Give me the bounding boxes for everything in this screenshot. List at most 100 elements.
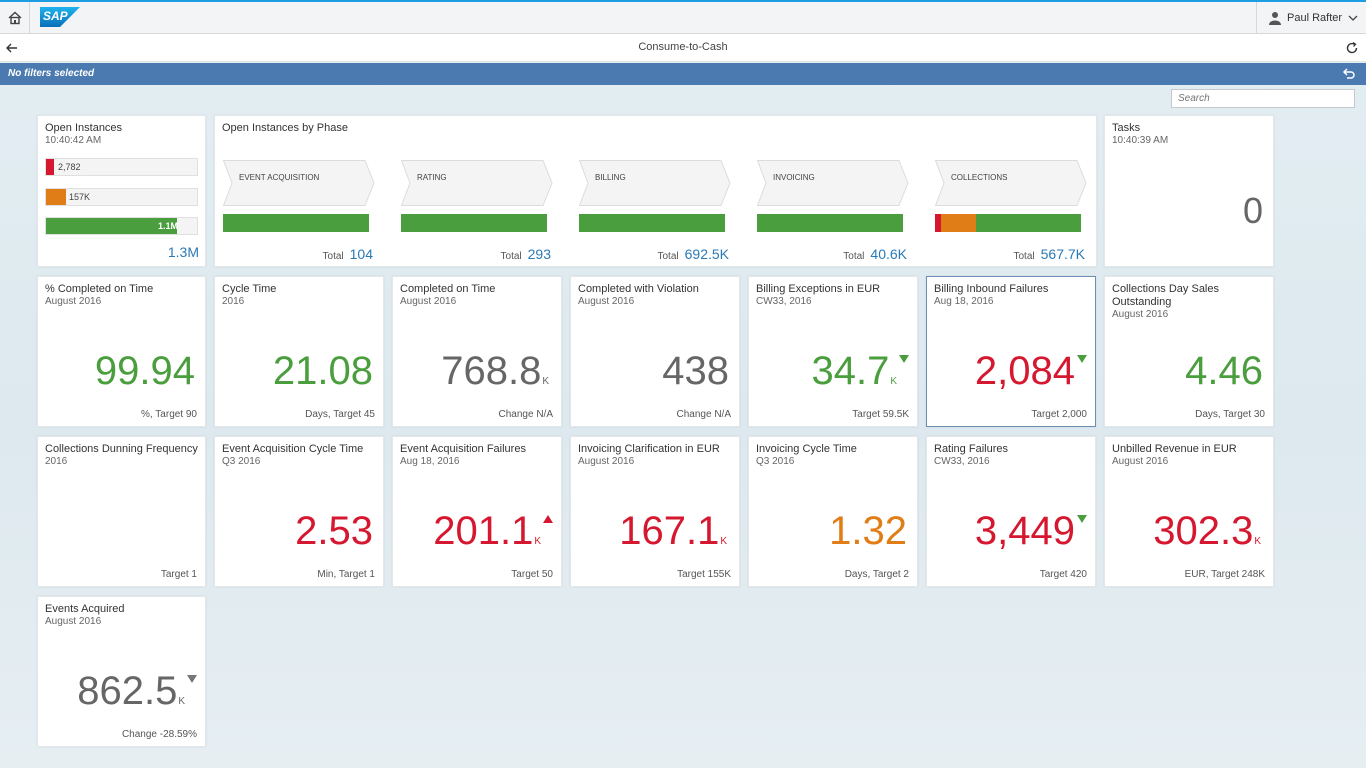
tile-title: Unbilled Revenue in EUR xyxy=(1112,443,1237,455)
kpi-number: 201.1 xyxy=(433,509,534,553)
tile-title: Completed on Time xyxy=(400,283,496,295)
kpi-tile[interactable]: Invoicing Clarification in EUR August 201… xyxy=(570,436,740,587)
refresh-button[interactable] xyxy=(1344,40,1360,56)
total-value: 1.3M xyxy=(167,244,199,260)
kpi-footer: Change N/A xyxy=(498,409,553,420)
kpi-tile[interactable]: Events Acquired August 2016 862.5K Change -… xyxy=(37,596,206,747)
kpi-tile[interactable]: Event Acquisition Failures Aug 18, 2016 20… xyxy=(392,436,562,587)
tile-subtitle: Q3 2016 xyxy=(756,456,795,467)
tile-title: Open Instances xyxy=(45,122,123,134)
bar-row: 2,782 xyxy=(45,158,198,176)
phase-total-value: 40.6K xyxy=(870,246,907,262)
phase-bar xyxy=(223,214,369,232)
kpi-tile[interactable]: Billing Exceptions in EUR CW33, 2016 34.7K… xyxy=(748,276,918,427)
tile-tasks[interactable]: Tasks 10:40:39 AM 0 xyxy=(1104,115,1274,267)
phase-label: EVENT ACQUISITION xyxy=(239,173,320,182)
refresh-icon xyxy=(1346,41,1358,54)
phase-bar-segment xyxy=(935,214,941,232)
undo-icon xyxy=(1342,68,1355,79)
phase-total-label: Total xyxy=(500,251,522,262)
tile-open-instances-by-phase[interactable]: Open Instances by Phase EVENT ACQUISITIO… xyxy=(214,115,1097,267)
kpi-value: 2,084 xyxy=(975,349,1075,393)
phase-total-label: Total xyxy=(843,251,865,262)
kpi-tile[interactable]: Event Acquisition Cycle Time Q3 2016 2.53 M… xyxy=(214,436,384,587)
tasks-count: 0 xyxy=(1242,190,1263,231)
tile-title: Billing Inbound Failures xyxy=(934,283,1049,295)
kpi-tile[interactable]: Billing Inbound Failures Aug 18, 2016 2,08… xyxy=(926,276,1096,427)
phase-label: INVOICING xyxy=(773,173,815,182)
tile-subtitle: August 2016 xyxy=(45,616,102,627)
kpi-footer: Change -28.59% xyxy=(121,729,197,740)
sub-header: Consume-to-Cash xyxy=(0,34,1366,62)
bar-fill xyxy=(46,189,66,205)
kpi-number: 4.46 xyxy=(1185,349,1263,393)
bar-label: 2,782 xyxy=(58,162,81,172)
bar-fill xyxy=(46,159,54,175)
kpi-number: 34.7 xyxy=(811,349,890,393)
phase-bar xyxy=(757,214,903,232)
tile-title: Collections Day Sales Outstanding xyxy=(1112,283,1219,308)
phase-bar-segment xyxy=(223,214,369,232)
search-input[interactable] xyxy=(1171,89,1355,108)
user-name: Paul Rafter xyxy=(1287,12,1343,24)
kpi-value: 34.7K xyxy=(811,349,897,404)
tile-title: Open Instances by Phase xyxy=(222,122,348,134)
bar-label: 157K xyxy=(69,192,91,202)
phase-total: Total 40.6K xyxy=(843,246,907,262)
kpi-tile[interactable]: Rating Failures CW33, 2016 3,449 Target 420 xyxy=(926,436,1096,587)
tile-subtitle: August 2016 xyxy=(1112,456,1169,467)
phase-label: BILLING xyxy=(595,173,626,182)
phase-bar xyxy=(401,214,547,232)
kpi-value: 438 xyxy=(662,349,729,393)
phase-chevron[interactable]: RATING xyxy=(401,160,553,206)
kpi-tile[interactable]: Unbilled Revenue in EUR August 2016 302.3K… xyxy=(1104,436,1274,587)
tile-subtitle: CW33, 2016 xyxy=(934,456,990,467)
tile-subtitle: Aug 18, 2016 xyxy=(400,456,460,467)
kpi-tile[interactable]: Collections Day Sales Outstanding August … xyxy=(1104,276,1274,427)
kpi-tile[interactable]: Completed with Violation August 2016 438 Ch… xyxy=(570,276,740,427)
tile-open-instances[interactable]: Open Instances 10:40:42 AM 2,782 157K 1.… xyxy=(37,115,206,267)
phase-total: Total 104 xyxy=(323,246,373,262)
tile-title: Invoicing Clarification in EUR xyxy=(578,443,720,455)
phase-label: COLLECTIONS xyxy=(951,173,1008,182)
tile-subtitle: CW33, 2016 xyxy=(756,296,812,307)
phase-chevron[interactable]: INVOICING xyxy=(757,160,909,206)
kpi-tile[interactable]: Cycle Time 2016 21.08 Days, Target 45 xyxy=(214,276,384,427)
home-button[interactable] xyxy=(0,2,30,34)
phase-chevron[interactable]: EVENT ACQUISITION xyxy=(223,160,375,206)
phase-chevron[interactable]: COLLECTIONS xyxy=(935,160,1087,206)
phase-total-value: 692.5K xyxy=(684,246,729,262)
tile-title: % Completed on Time xyxy=(45,283,154,295)
kpi-unit: K xyxy=(890,376,897,387)
back-button[interactable] xyxy=(4,40,20,56)
bar-row: 1.1M xyxy=(45,217,198,235)
tile-subtitle: August 2016 xyxy=(578,296,635,307)
filter-status: No filters selected xyxy=(8,68,95,79)
phase-bar xyxy=(935,214,1081,232)
kpi-tile[interactable]: Completed on Time August 2016 768.8K Change… xyxy=(392,276,562,427)
bar-fill xyxy=(46,218,178,234)
user-menu[interactable]: Paul Rafter xyxy=(1256,2,1366,34)
phase-bar-segment xyxy=(975,214,1081,232)
tile-title: Rating Failures xyxy=(934,443,1008,455)
kpi-tile[interactable]: % Completed on Time August 2016 99.94 %, Ta… xyxy=(37,276,206,427)
user-icon xyxy=(1269,12,1281,25)
kpi-number: 2,084 xyxy=(974,349,1075,393)
tile-subtitle: August 2016 xyxy=(400,296,457,307)
tile-subtitle: August 2016 xyxy=(578,456,635,467)
kpi-tile[interactable]: Collections Dunning Frequency 2016 Target … xyxy=(37,436,206,587)
phase-total-label: Total xyxy=(322,251,344,262)
kpi-value: 1.32 xyxy=(829,509,907,553)
tile-title: Event Acquisition Cycle Time xyxy=(222,443,364,455)
bar-label: 1.1M xyxy=(158,221,179,231)
tile-title: Billing Exceptions in EUR xyxy=(756,283,881,295)
reset-filters-button[interactable] xyxy=(1342,67,1356,81)
phase-chevron[interactable]: BILLING xyxy=(579,160,731,206)
tile-subtitle: 2016 xyxy=(45,456,68,467)
kpi-value: 768.8K xyxy=(441,349,549,404)
kpi-tile[interactable]: Invoicing Cycle Time Q3 2016 1.32 Days, Tar… xyxy=(748,436,918,587)
kpi-unit: K xyxy=(542,376,549,387)
tile-subtitle: Aug 18, 2016 xyxy=(934,296,994,307)
kpi-footer: Days, Target 30 xyxy=(1195,409,1265,420)
kpi-footer: Target 59.5K xyxy=(852,409,909,420)
